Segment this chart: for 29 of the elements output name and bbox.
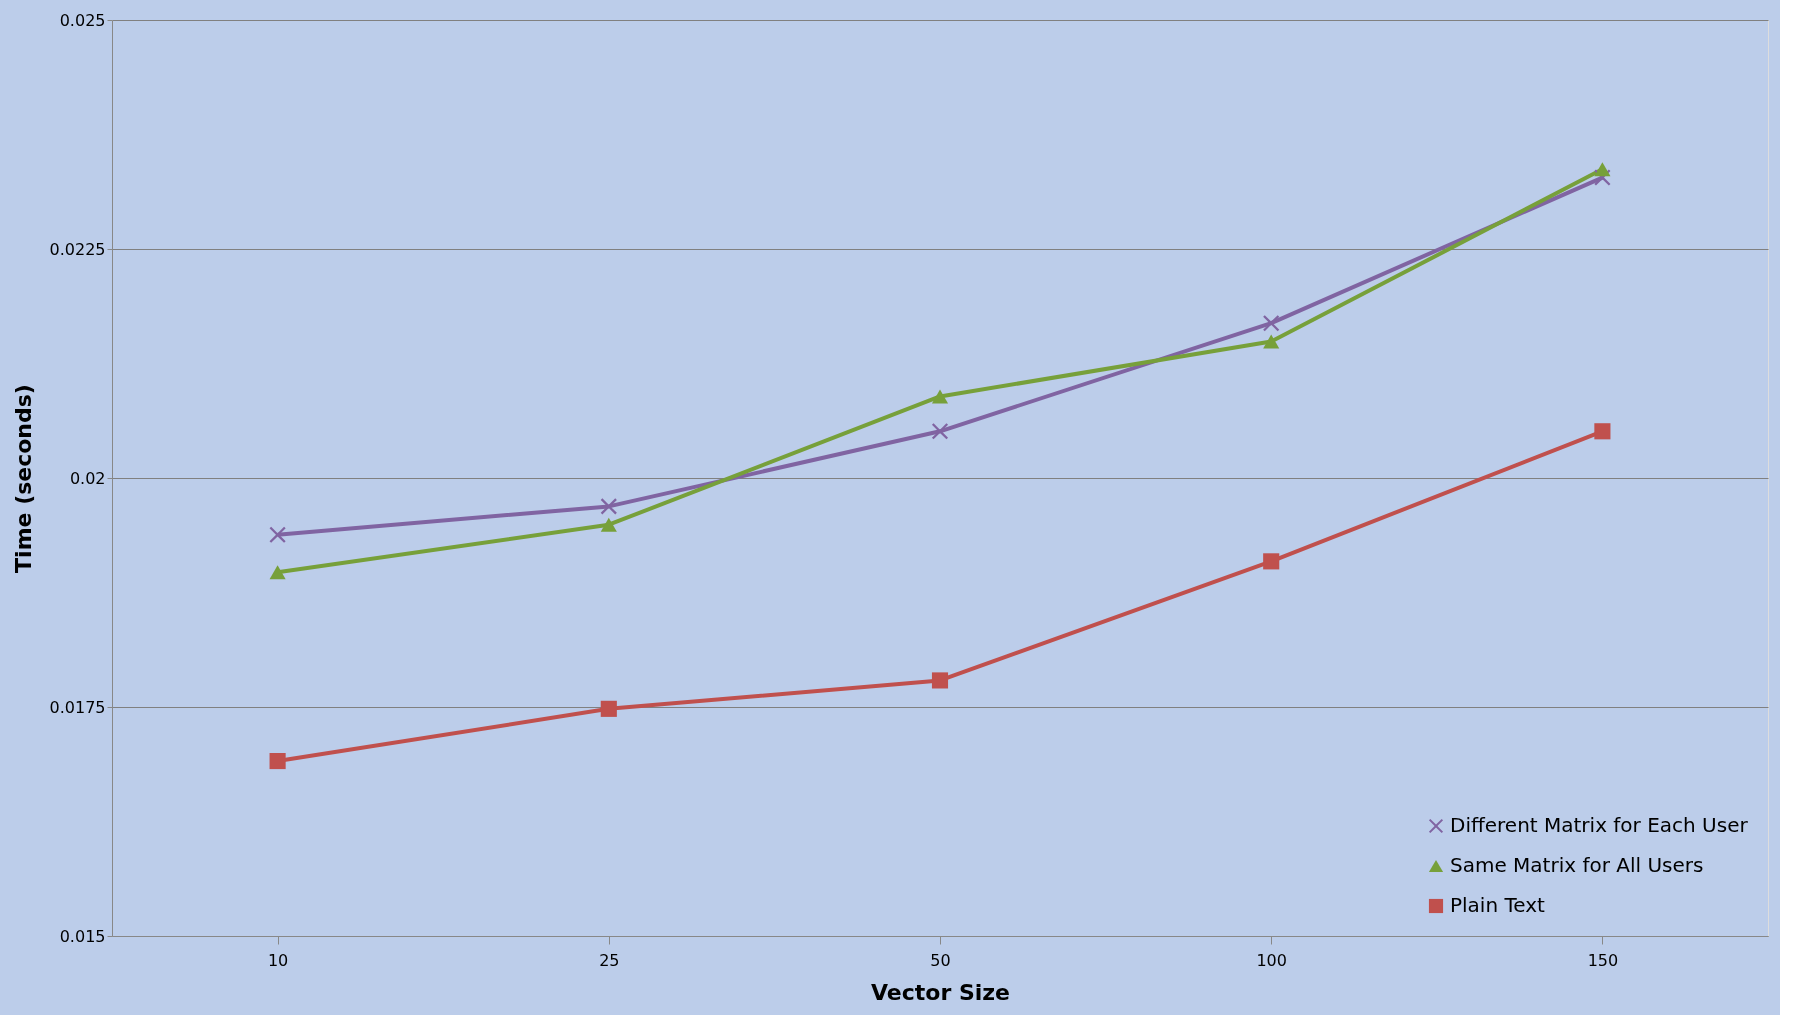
y-tick-label: 0.025 <box>59 10 106 30</box>
point <box>600 517 617 532</box>
point <box>269 526 286 543</box>
point <box>1263 553 1280 570</box>
point <box>269 565 286 580</box>
y-tick-label: 0.015 <box>59 926 106 946</box>
x-axis-title: Vector Size <box>870 979 1011 1005</box>
point <box>1594 423 1611 440</box>
x-tick-label: 100 <box>1256 950 1287 970</box>
point <box>1263 334 1280 349</box>
x-tick-label: 25 <box>599 950 620 970</box>
y-axis-title: Time (seconds) <box>10 384 36 573</box>
legend-label: Same Matrix for All Users <box>1450 853 1704 877</box>
y-tick-label: 0.0175 <box>49 697 106 717</box>
x-tick-label: 150 <box>1587 950 1619 970</box>
y-tick-label: 0.02 <box>69 468 106 488</box>
point <box>1263 315 1280 332</box>
point <box>600 498 617 515</box>
point <box>269 752 286 770</box>
point <box>931 672 949 689</box>
y-tick-label: 0.0225 <box>49 239 106 259</box>
point <box>931 423 949 440</box>
point <box>1594 162 1611 177</box>
x-tick-label: 50 <box>930 950 951 970</box>
legend-label: Different Matrix for Each User <box>1450 813 1749 837</box>
legend-label: Plain Text <box>1450 893 1546 917</box>
point <box>600 700 617 717</box>
x-tick-label: 10 <box>267 950 289 970</box>
point <box>931 389 949 404</box>
